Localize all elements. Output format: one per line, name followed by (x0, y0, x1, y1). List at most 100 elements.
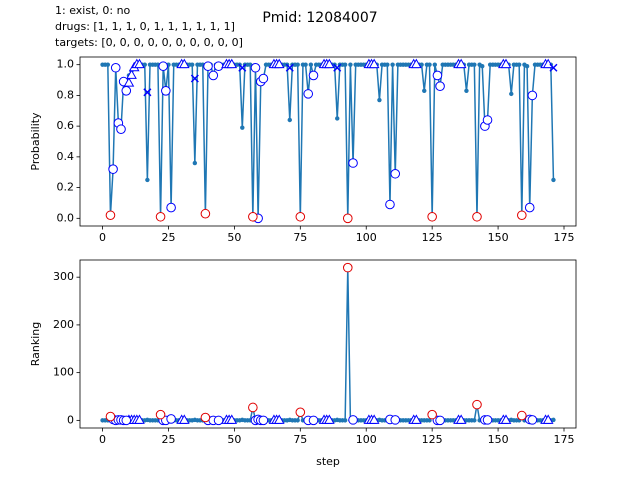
point (551, 417, 556, 423)
y-axis-label: Probability (29, 112, 42, 171)
marker-triangle (134, 414, 145, 424)
annotation: drugs: [1, 1, 1, 0, 1, 1, 1, 1, 1, 1] (55, 20, 235, 33)
marker-circle (105, 210, 116, 221)
marker-circle (258, 415, 269, 426)
marker-circle (200, 208, 211, 219)
point (385, 62, 390, 67)
marker-triangle (178, 414, 190, 424)
marker-triangle (368, 58, 380, 69)
marker-circle (166, 202, 176, 213)
point (342, 62, 348, 67)
marker-triangle (134, 58, 145, 69)
y-tick-label: 0.4 (57, 150, 75, 163)
marker-circle (208, 70, 219, 81)
y-tick-label: 0.6 (57, 119, 75, 132)
marker-circle (250, 62, 261, 73)
marker-circle (258, 73, 269, 84)
point (189, 62, 195, 67)
marker-circle (155, 409, 166, 420)
marker-triangle (226, 414, 238, 424)
x-tick-label: 175 (554, 231, 575, 244)
marker-x (238, 63, 247, 72)
marker-circle (482, 415, 493, 425)
marker-circle (166, 414, 176, 424)
marker-triangle (455, 58, 467, 69)
marker-circle (303, 89, 314, 99)
point (427, 62, 432, 67)
y-tick-label: 1.0 (57, 58, 75, 71)
marker-circle (435, 415, 445, 426)
x-tick-label: 150 (488, 433, 509, 446)
point (295, 418, 300, 423)
marker-circle (342, 213, 353, 224)
marker-circle (110, 62, 121, 73)
figure-title: Pmid: 12084007 (262, 10, 377, 26)
marker-circle (213, 415, 224, 426)
point (240, 125, 245, 130)
point (472, 418, 477, 423)
marker-circle (472, 399, 482, 410)
y-tick-label: 0 (67, 413, 74, 426)
marker-circle (427, 409, 437, 420)
y-tick-label: 0.0 (57, 211, 75, 224)
point (390, 62, 395, 67)
x-tick-label: 50 (227, 433, 241, 446)
marker-circle (385, 199, 395, 210)
point (377, 97, 382, 103)
marker-circle (200, 412, 211, 423)
marker-triangle (368, 414, 380, 424)
marker-x (333, 63, 342, 72)
marker-circle (121, 415, 132, 426)
marker-x (549, 63, 558, 72)
point (524, 64, 530, 69)
point (427, 418, 432, 423)
marker-circle (432, 70, 443, 81)
point (348, 62, 353, 67)
y-tick-label: 200 (53, 318, 74, 331)
point (509, 91, 514, 97)
point (308, 62, 314, 67)
y-tick-label: 0.8 (57, 88, 75, 101)
y-tick-label: 0.2 (57, 181, 75, 194)
marker-x (285, 63, 294, 72)
x-tick-label: 25 (161, 433, 175, 446)
axes-frame (79, 259, 577, 429)
marker-circle (203, 61, 213, 72)
point (464, 88, 469, 94)
marker-triangle (226, 58, 238, 69)
marker-triangle (542, 414, 554, 424)
marker-circle (308, 415, 319, 426)
point (303, 62, 308, 67)
marker-circle (342, 262, 353, 273)
x-tick-label: 25 (161, 231, 175, 244)
marker-circle (121, 86, 132, 96)
y-tick-label: 100 (53, 366, 74, 379)
marker-triangle (178, 58, 190, 69)
x-tick-label: 50 (227, 231, 241, 244)
point (192, 160, 198, 166)
x-tick-label: 0 (99, 231, 106, 244)
point (342, 418, 348, 423)
x-tick-label: 150 (488, 231, 509, 244)
point (480, 64, 485, 69)
point (145, 177, 150, 183)
point (295, 62, 300, 67)
marker-triangle (273, 58, 285, 69)
point (142, 62, 147, 67)
marker-triangle (323, 58, 335, 69)
point (432, 62, 437, 67)
marker-x (143, 88, 152, 97)
marker-circle (161, 86, 171, 96)
marker-circle (295, 407, 306, 418)
marker-circle (524, 202, 535, 213)
marker-circle (308, 70, 319, 81)
point (551, 177, 556, 183)
axes-frame (79, 56, 577, 227)
x-axis-label: step (316, 455, 340, 468)
x-tick-label: 75 (293, 231, 307, 244)
marker-circle (213, 61, 224, 72)
marker-circle (248, 402, 258, 413)
marker-triangle (455, 414, 467, 424)
annotation: targets: [0, 0, 0, 0, 0, 0, 0, 0, 0, 0] (55, 36, 243, 49)
